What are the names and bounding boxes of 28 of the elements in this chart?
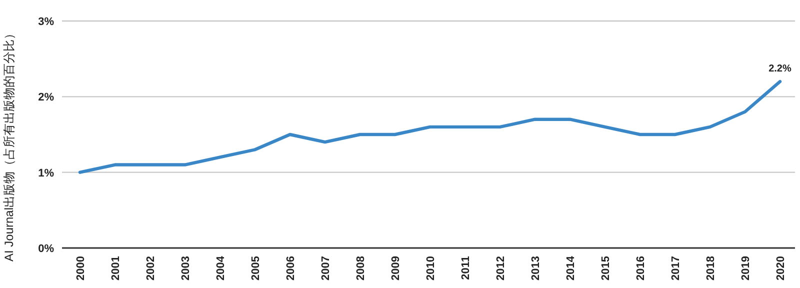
x-tick-label: 2004 — [215, 255, 227, 280]
x-tick-label: 2010 — [425, 256, 437, 280]
x-tick-label: 2002 — [145, 256, 157, 280]
x-tick-label: 2000 — [75, 256, 87, 280]
y-axis-title: AI Journal出版物（占所有出版物的百分比） — [2, 27, 16, 262]
x-tick-label: 2008 — [355, 256, 367, 280]
x-tick-label: 2003 — [180, 256, 192, 280]
x-tick-label: 2019 — [740, 256, 752, 280]
x-tick-label: 2013 — [530, 256, 542, 280]
x-tick-label: 2016 — [635, 256, 647, 280]
y-tick-label: 1% — [38, 167, 54, 180]
x-tick-label: 2005 — [250, 256, 262, 280]
line-series — [78, 80, 782, 174]
x-tick-label: 2006 — [285, 256, 297, 280]
x-tick-label: 2009 — [390, 256, 402, 280]
x-tick-label: 2014 — [565, 255, 577, 280]
x-tick-label: 2007 — [320, 256, 332, 280]
x-tick-label: 2015 — [600, 256, 612, 280]
y-tick-label: 2% — [38, 92, 54, 104]
x-tick-label: 2020 — [775, 256, 787, 280]
x-tick-label: 2011 — [460, 256, 472, 280]
x-tick-label: 2018 — [705, 256, 717, 280]
x-tick-label: 2001 — [110, 256, 122, 280]
annotation: 2.2% — [768, 64, 792, 75]
y-tick-label: 3% — [38, 16, 54, 28]
x-tick-label: 2012 — [495, 256, 507, 280]
x-tick-label: 2017 — [670, 256, 682, 280]
y-tick-label: 0% — [38, 243, 54, 255]
